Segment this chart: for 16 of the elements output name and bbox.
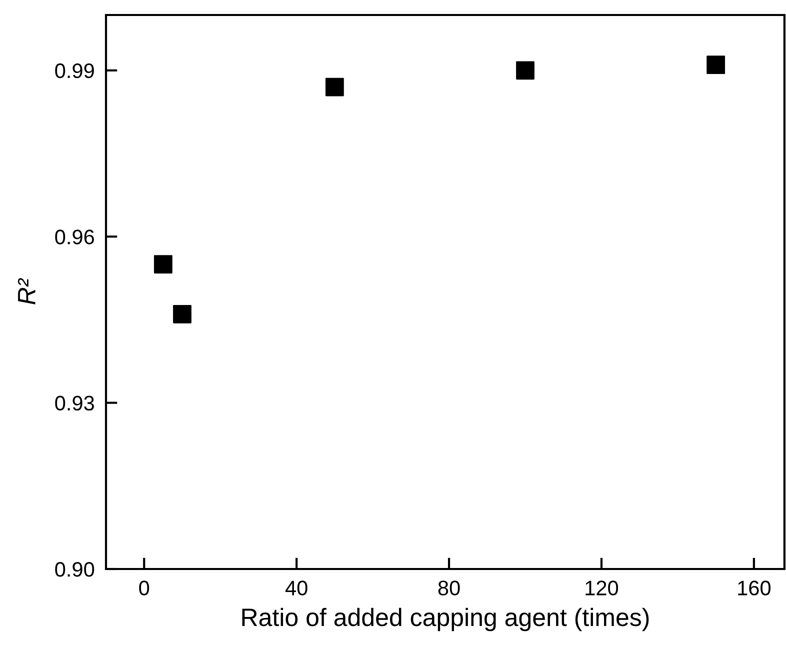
x-tick-label: 40 [285, 580, 308, 596]
x-tick-label: 120 [586, 580, 618, 596]
x-axis-title: Ratio of added capping agent (times) [242, 608, 649, 632]
y-tick-label: 0.96 [55, 230, 94, 244]
y-tick-label: 0.99 [55, 63, 94, 78]
x-tick-label: 0 [139, 580, 150, 596]
x-tick-label: 160 [738, 580, 771, 596]
y-axis-title: R² [18, 278, 36, 304]
y-tick-label: 0.93 [55, 396, 94, 411]
y-tick-label: 0.90 [55, 562, 94, 577]
point [706, 56, 726, 74]
point [325, 78, 344, 96]
point [154, 255, 172, 274]
x-tick-label: 80 [438, 580, 460, 596]
point [516, 61, 534, 80]
point [173, 304, 192, 324]
